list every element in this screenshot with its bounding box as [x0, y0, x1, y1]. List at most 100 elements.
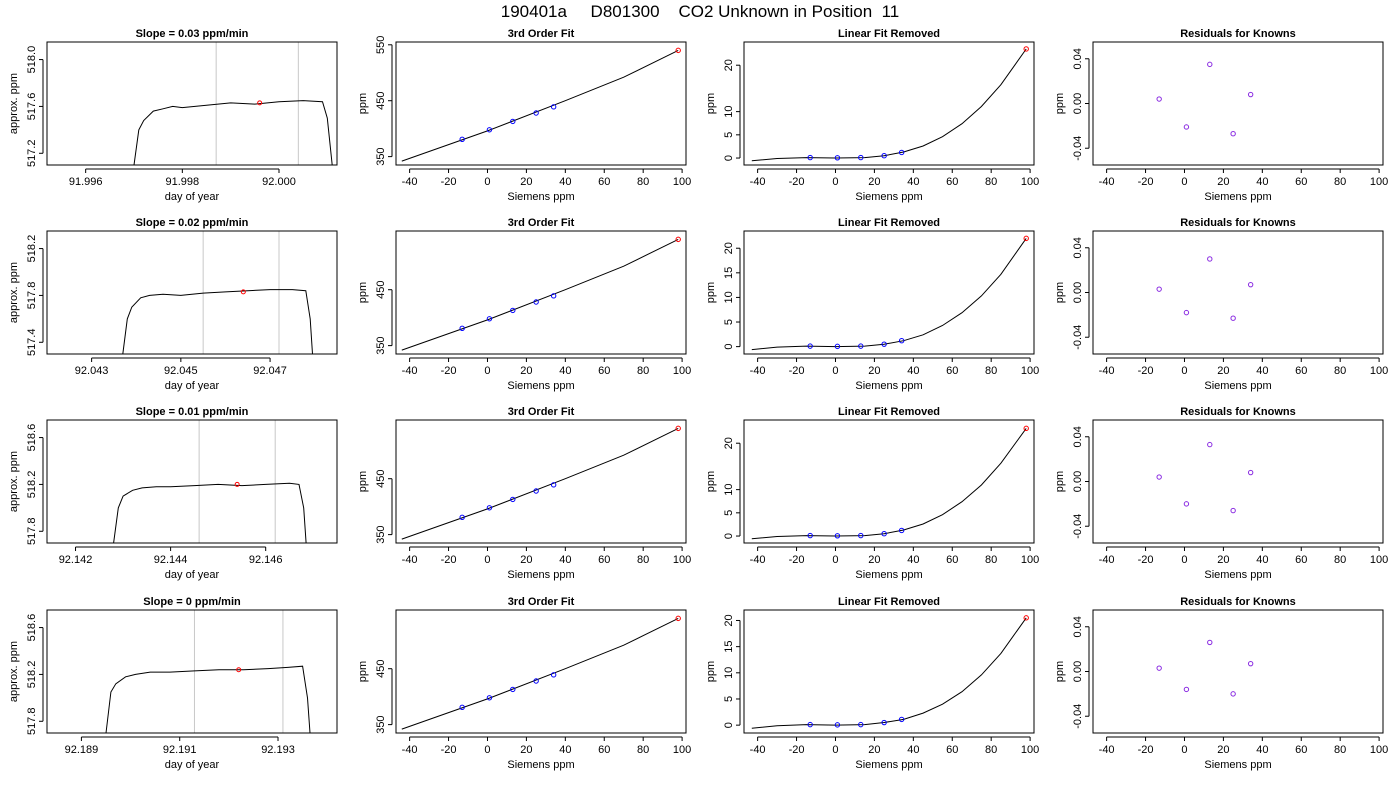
x-tick-label: 100: [673, 176, 691, 188]
x-tick-label: 100: [1021, 176, 1039, 188]
x-tick-label: 60: [946, 365, 958, 377]
x-axis-label: day of year: [165, 759, 220, 771]
x-tick-label: 20: [1217, 176, 1229, 188]
plot-frame: [46, 419, 338, 544]
panel-title: Slope = 0 ppm/min: [143, 596, 241, 608]
known-point: [807, 721, 813, 728]
y-axis-label: ppm: [1054, 93, 1066, 114]
panel-r1c3: Residuals for Knowns -40 -20 0 20 40 60 80 100 Si…: [1054, 217, 1388, 392]
y-tick-label: 0: [723, 533, 735, 539]
unknown-point: [1023, 235, 1029, 242]
x-tick-label: -40: [402, 744, 418, 756]
y-axis-label: approx. ppm: [8, 641, 20, 702]
selected-point: [234, 481, 240, 487]
x-tick-label: 20: [520, 744, 532, 756]
unknown-point: [1023, 46, 1029, 52]
panel-title: Slope = 0.03 ppm/min: [136, 28, 249, 40]
panel-title: 3rd Order Fit: [508, 28, 575, 40]
x-tick-label: 80: [1334, 365, 1346, 377]
panel-title: Linear Fit Removed: [838, 406, 940, 418]
x-tick-label: 92.146: [249, 554, 283, 566]
plot-frame: [46, 230, 338, 355]
fit-curve: [751, 238, 1027, 351]
x-tick-label: 40: [907, 744, 919, 756]
x-tick-label: 92.142: [59, 554, 93, 566]
panel-r3c3: Residuals for Knowns -40 -20 0 20 40 60 80 100 Si…: [1054, 596, 1388, 771]
x-axis-label: Siemens ppm: [855, 380, 922, 392]
known-point: [881, 531, 887, 537]
y-tick-label: 517.8: [26, 708, 38, 736]
y-tick-label: 20: [723, 242, 735, 254]
known-point: [459, 514, 465, 520]
y-tick-label: 0: [723, 344, 735, 350]
residual-point: [1207, 639, 1213, 646]
known-point: [486, 316, 493, 322]
page-title: 190401a D801300 CO2 Unknown in Position …: [500, 2, 900, 21]
x-tick-label: 100: [673, 744, 691, 756]
residual-point: [1183, 124, 1190, 130]
y-axis-label: approx. ppm: [8, 262, 20, 323]
x-axis-label: Siemens ppm: [1204, 759, 1271, 771]
panel-title: 3rd Order Fit: [508, 217, 575, 229]
y-tick-label: 0.04: [1072, 237, 1084, 258]
y-axis-label: ppm: [357, 93, 369, 114]
unknown-point: [1023, 425, 1029, 432]
x-tick-label: 60: [598, 554, 610, 566]
selected-point: [240, 289, 246, 295]
plot-frame: [395, 41, 687, 166]
unknown-point: [675, 425, 681, 432]
y-axis-label: approx. ppm: [8, 451, 20, 512]
unknown-point: [1023, 615, 1029, 621]
x-tick-label: 100: [1370, 554, 1388, 566]
x-tick-label: -20: [789, 744, 805, 756]
y-tick-label: 517.8: [26, 282, 38, 310]
x-tick-label: 0: [484, 744, 490, 756]
x-tick-label: 92.000: [262, 176, 296, 188]
known-point: [533, 678, 539, 684]
x-tick-label: 0: [832, 365, 838, 377]
x-tick-label: 100: [1021, 365, 1039, 377]
known-point: [898, 716, 905, 723]
x-tick-label: -20: [789, 365, 805, 377]
known-point: [510, 496, 516, 503]
known-point: [807, 532, 813, 539]
y-tick-label: 0.04: [1072, 616, 1084, 637]
x-tick-label: -20: [789, 176, 805, 188]
x-tick-label: -40: [402, 176, 418, 188]
data-line: [133, 100, 333, 166]
x-tick-label: 40: [1256, 554, 1268, 566]
known-point: [898, 527, 905, 534]
plot-frame: [743, 419, 1035, 544]
x-tick-label: 20: [868, 365, 880, 377]
panel-r0c1: 3rd Order Fit -40 -20 0 20 40 60 80 100 Siemens p…: [357, 28, 691, 203]
x-tick-label: 0: [484, 365, 490, 377]
panel-r0c2: Linear Fit Removed-40 -20 0 20 40 60 80 100Siem…: [705, 28, 1039, 203]
y-axis-label: ppm: [1054, 282, 1066, 303]
known-point: [807, 343, 813, 349]
y-tick-label: 0: [723, 722, 735, 728]
residual-point: [1247, 91, 1254, 98]
y-tick-label: 5: [723, 510, 735, 516]
x-tick-label: -40: [750, 554, 766, 566]
plot-frame: [46, 41, 338, 166]
y-tick-label: 10: [723, 105, 735, 117]
y-tick-label: 450: [375, 281, 387, 299]
panel-r1c2: Linear Fit Removed-40 -20 0 20 40 60 80 100Siem…: [705, 217, 1039, 392]
y-tick-label: 10: [723, 291, 735, 303]
x-tick-label: 0: [484, 176, 490, 188]
x-axis-label: Siemens ppm: [1204, 569, 1271, 581]
x-tick-label: 20: [868, 176, 880, 188]
y-tick-label: 5: [723, 132, 735, 138]
y-tick-label: 20: [723, 59, 735, 71]
residual-point: [1183, 501, 1190, 507]
y-tick-label: 450: [375, 92, 387, 110]
y-tick-label: -0.04: [1072, 514, 1084, 539]
residual-point: [1230, 507, 1236, 514]
x-tick-label: 60: [598, 365, 610, 377]
y-tick-label: 517.8: [26, 518, 38, 546]
y-tick-label: 0.04: [1072, 48, 1084, 69]
known-point: [550, 672, 557, 678]
x-axis-label: Siemens ppm: [855, 569, 922, 581]
x-tick-label: 91.998: [166, 176, 200, 188]
x-axis-label: Siemens ppm: [1204, 191, 1271, 203]
